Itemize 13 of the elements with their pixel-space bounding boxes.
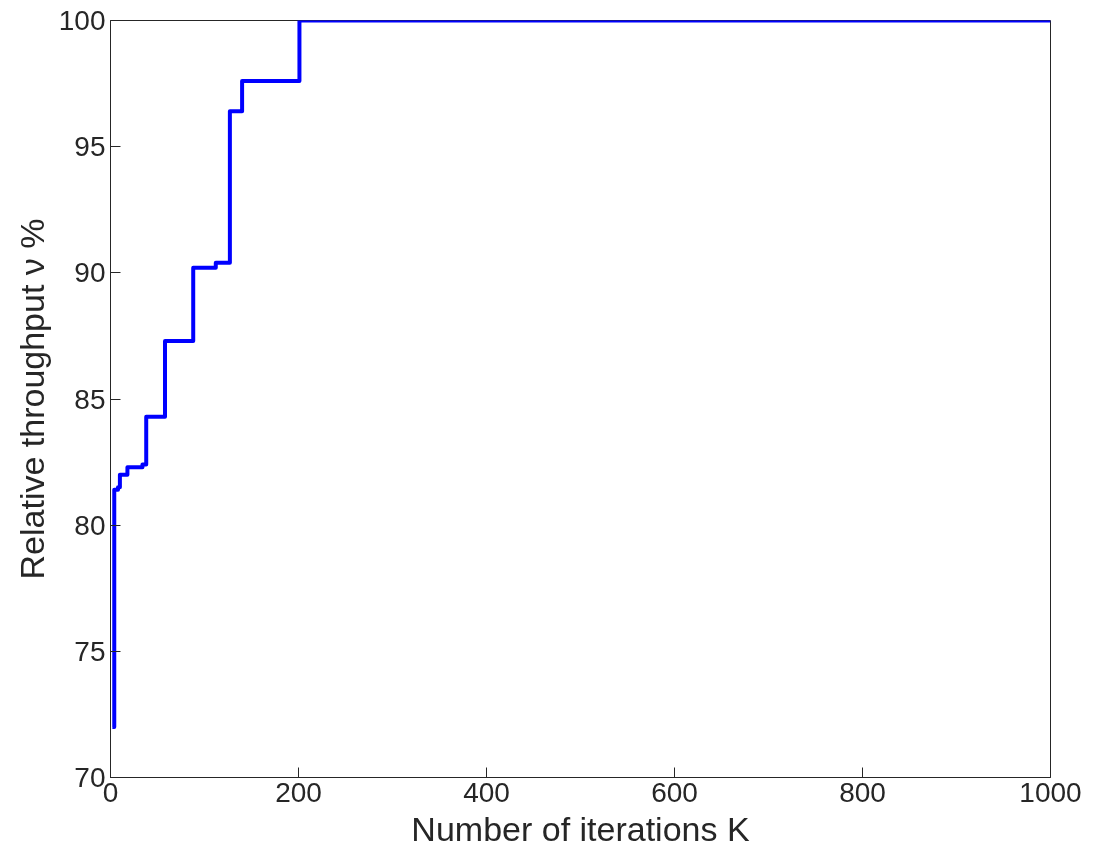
y-tick-label: 85 <box>74 383 106 415</box>
y-tick-label: 90 <box>74 257 106 289</box>
x-tick-label: 800 <box>839 776 886 808</box>
y-tick-label: 100 <box>58 5 106 36</box>
y-tick-label: 80 <box>74 509 106 541</box>
y-tick-label: 95 <box>74 131 106 163</box>
x-axis-title: Number of iterations K <box>411 809 750 848</box>
x-tick-label: 1000 <box>1019 776 1082 808</box>
x-tick-label: 600 <box>651 776 698 808</box>
x-tick-label: 200 <box>275 776 322 808</box>
y-tick-label: 75 <box>74 635 106 667</box>
x-tick-label: 400 <box>463 776 510 808</box>
y-axis-title: Relative throughput ν % <box>12 218 51 580</box>
